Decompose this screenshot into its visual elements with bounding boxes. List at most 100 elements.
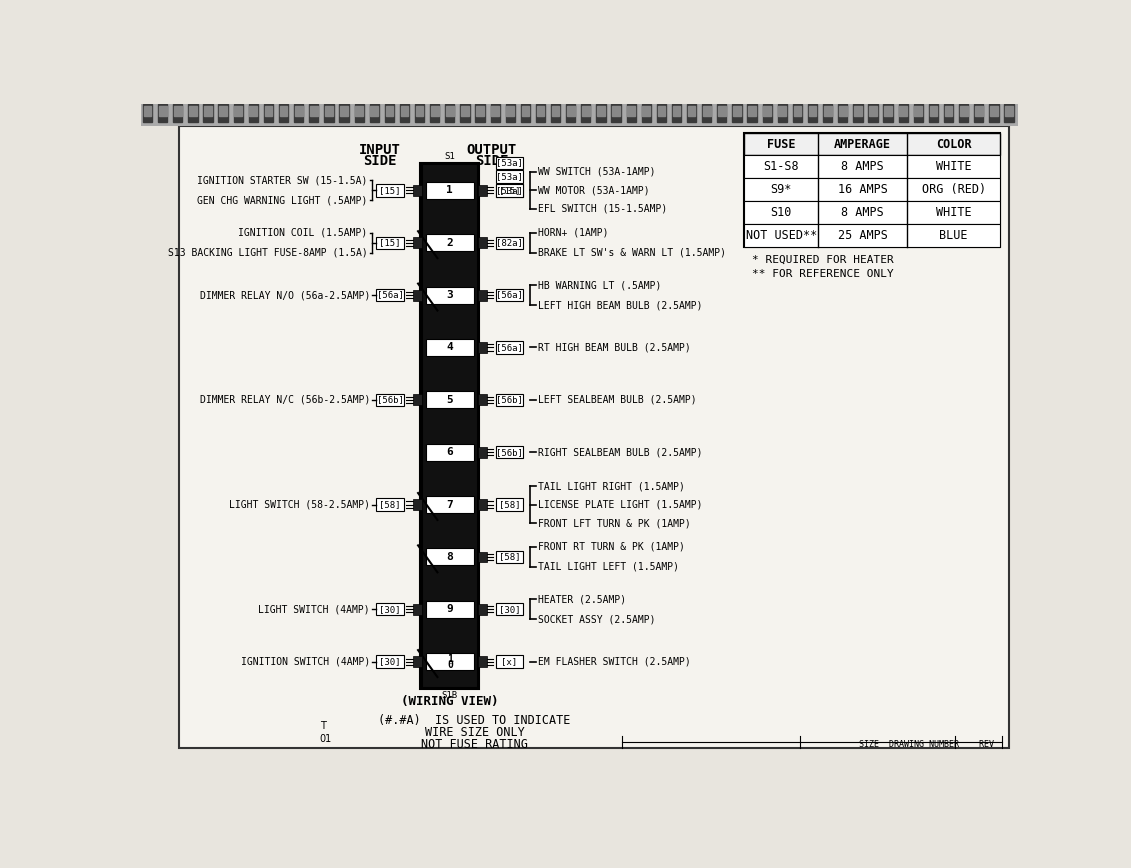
Bar bbox=[250, 107, 257, 115]
Bar bbox=[929, 104, 938, 122]
Text: S13 BACKING LIGHT FUSE-8AMP (1.5A): S13 BACKING LIGHT FUSE-8AMP (1.5A) bbox=[167, 247, 368, 258]
Text: [15]: [15] bbox=[379, 238, 400, 247]
Text: [58]: [58] bbox=[499, 500, 520, 509]
Text: WW MOTOR (53A-1AMP): WW MOTOR (53A-1AMP) bbox=[538, 186, 650, 195]
Text: BLUE: BLUE bbox=[940, 229, 968, 242]
Bar bbox=[612, 104, 621, 122]
Bar bbox=[339, 104, 348, 122]
Bar bbox=[413, 237, 422, 248]
Bar bbox=[581, 104, 590, 122]
Text: ** FOR REFERENCE ONLY: ** FOR REFERENCE ONLY bbox=[752, 268, 893, 279]
Bar bbox=[854, 107, 862, 115]
Bar bbox=[687, 104, 697, 122]
Bar bbox=[990, 104, 999, 122]
Text: [53a]: [53a] bbox=[497, 172, 523, 181]
Text: IGNITION COIL (1.5AMP): IGNITION COIL (1.5AMP) bbox=[239, 227, 368, 238]
Bar bbox=[491, 104, 500, 122]
Text: IGNITION STARTER SW (15-1.5A): IGNITION STARTER SW (15-1.5A) bbox=[197, 175, 368, 186]
Text: 5: 5 bbox=[447, 395, 454, 404]
Bar bbox=[310, 107, 318, 115]
Bar bbox=[808, 104, 818, 122]
Text: S9*: S9* bbox=[770, 183, 792, 196]
Text: T: T bbox=[320, 721, 326, 732]
Bar bbox=[377, 237, 404, 249]
Bar bbox=[425, 391, 474, 408]
Bar bbox=[425, 339, 474, 356]
Bar bbox=[883, 104, 892, 122]
Bar bbox=[778, 107, 786, 115]
Bar bbox=[718, 107, 726, 115]
Bar bbox=[1005, 107, 1013, 115]
Bar bbox=[431, 107, 439, 115]
Bar bbox=[839, 107, 847, 115]
Bar bbox=[944, 104, 953, 122]
Text: [56a]: [56a] bbox=[377, 291, 404, 299]
Bar bbox=[413, 604, 422, 615]
Bar bbox=[325, 107, 333, 115]
Bar bbox=[551, 104, 560, 122]
Bar bbox=[370, 104, 379, 122]
Bar bbox=[377, 603, 404, 615]
Bar bbox=[672, 104, 681, 122]
Bar bbox=[413, 290, 422, 300]
Bar bbox=[425, 234, 474, 251]
Text: 8 AMPS: 8 AMPS bbox=[841, 207, 884, 220]
Bar bbox=[567, 107, 575, 115]
Text: S1-S8: S1-S8 bbox=[763, 160, 798, 173]
Text: WHITE: WHITE bbox=[935, 160, 972, 173]
Bar bbox=[355, 107, 363, 115]
Text: NOT FUSE RATING: NOT FUSE RATING bbox=[421, 739, 528, 752]
Text: COLOR: COLOR bbox=[935, 138, 972, 151]
Text: [82a]: [82a] bbox=[497, 238, 523, 247]
Text: GEN CHG WARNING LIGHT (.5AMP): GEN CHG WARNING LIGHT (.5AMP) bbox=[197, 195, 368, 206]
Bar bbox=[567, 104, 576, 122]
Bar bbox=[744, 155, 1000, 178]
Bar bbox=[898, 104, 908, 122]
Bar bbox=[446, 104, 455, 122]
Bar bbox=[495, 156, 524, 169]
Bar bbox=[144, 107, 152, 115]
Bar bbox=[990, 107, 998, 115]
Bar bbox=[234, 107, 242, 115]
Text: HEATER (2.5AMP): HEATER (2.5AMP) bbox=[538, 595, 627, 604]
Text: 0: 0 bbox=[447, 661, 452, 670]
Bar bbox=[627, 104, 636, 122]
Bar bbox=[495, 655, 524, 667]
Text: FUSE: FUSE bbox=[767, 138, 795, 151]
Bar bbox=[413, 394, 422, 405]
Text: 1: 1 bbox=[447, 654, 452, 664]
Bar bbox=[884, 107, 892, 115]
Text: [x]: [x] bbox=[501, 657, 518, 666]
Bar bbox=[413, 185, 422, 196]
Bar bbox=[461, 107, 469, 115]
Bar bbox=[386, 107, 394, 115]
Text: TAIL LIGHT RIGHT (1.5AMP): TAIL LIGHT RIGHT (1.5AMP) bbox=[538, 481, 685, 491]
Bar bbox=[495, 237, 524, 249]
Bar bbox=[1004, 104, 1013, 122]
Bar bbox=[959, 104, 968, 122]
Bar bbox=[521, 107, 529, 115]
Bar bbox=[495, 170, 524, 182]
Bar bbox=[657, 104, 666, 122]
Bar bbox=[143, 104, 153, 122]
Text: 3: 3 bbox=[447, 290, 454, 300]
Bar bbox=[477, 499, 487, 510]
Bar bbox=[596, 104, 605, 122]
Bar bbox=[477, 342, 487, 353]
Bar bbox=[425, 444, 474, 461]
Text: LICENSE PLATE LIGHT (1.5AMP): LICENSE PLATE LIGHT (1.5AMP) bbox=[538, 500, 702, 510]
Text: SIDE: SIDE bbox=[363, 155, 397, 168]
Bar bbox=[400, 104, 409, 122]
Bar bbox=[657, 107, 665, 115]
Bar bbox=[475, 104, 485, 122]
Text: SIDE: SIDE bbox=[475, 155, 509, 168]
Bar bbox=[748, 104, 757, 122]
Bar bbox=[265, 107, 273, 115]
Text: EM FLASHER SWITCH (2.5AMP): EM FLASHER SWITCH (2.5AMP) bbox=[538, 656, 691, 667]
Bar bbox=[413, 656, 422, 667]
Bar bbox=[536, 107, 544, 115]
Text: AMPERAGE: AMPERAGE bbox=[834, 138, 891, 151]
Bar bbox=[744, 201, 1000, 224]
Bar bbox=[495, 498, 524, 510]
Bar bbox=[476, 107, 484, 115]
